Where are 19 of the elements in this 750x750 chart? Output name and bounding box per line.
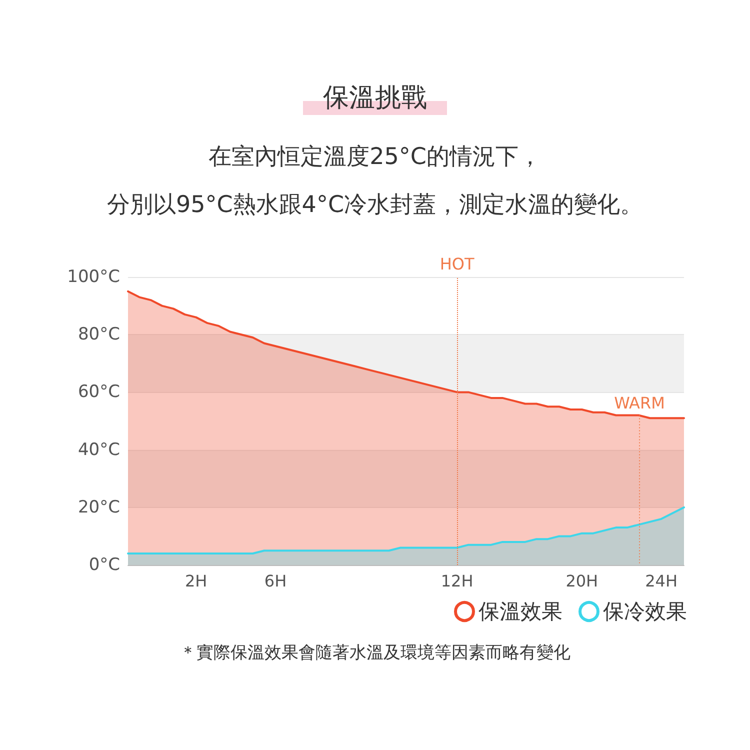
legend-label: 保溫效果 — [478, 600, 562, 624]
x-tick-label: 20H — [566, 572, 598, 590]
y-tick-label: 0°C — [88, 555, 120, 575]
x-tick-label: 24H — [645, 572, 678, 590]
chart-title: 保溫挑戰 — [303, 80, 447, 115]
text: ＊實際保溫效果會隨著水溫及環境等因素而略有變化 — [178, 642, 572, 664]
ref-line-label: HOT — [440, 254, 474, 274]
y-tick-label: 20°C — [78, 497, 120, 518]
y-tick-label: 80°C — [78, 324, 120, 345]
y-tick-label: 40°C — [78, 440, 120, 460]
legend-label: 保冷效果 — [603, 600, 687, 624]
x-tick-label: 12H — [440, 572, 474, 590]
annotation: WARM — [614, 394, 665, 413]
text: 分別以95°C熱水跟4°C冷水封蓋，測定水溫的變化。 — [106, 191, 644, 220]
chart-subtitle: 在室內恒定溫度25°C的情況下， — [208, 143, 542, 172]
x-tick-label: 2H — [184, 572, 208, 590]
x-tick-label: 6H — [264, 572, 287, 590]
y-tick-label: 60°C — [78, 382, 120, 402]
y-tick-label: 100°C — [67, 267, 120, 287]
